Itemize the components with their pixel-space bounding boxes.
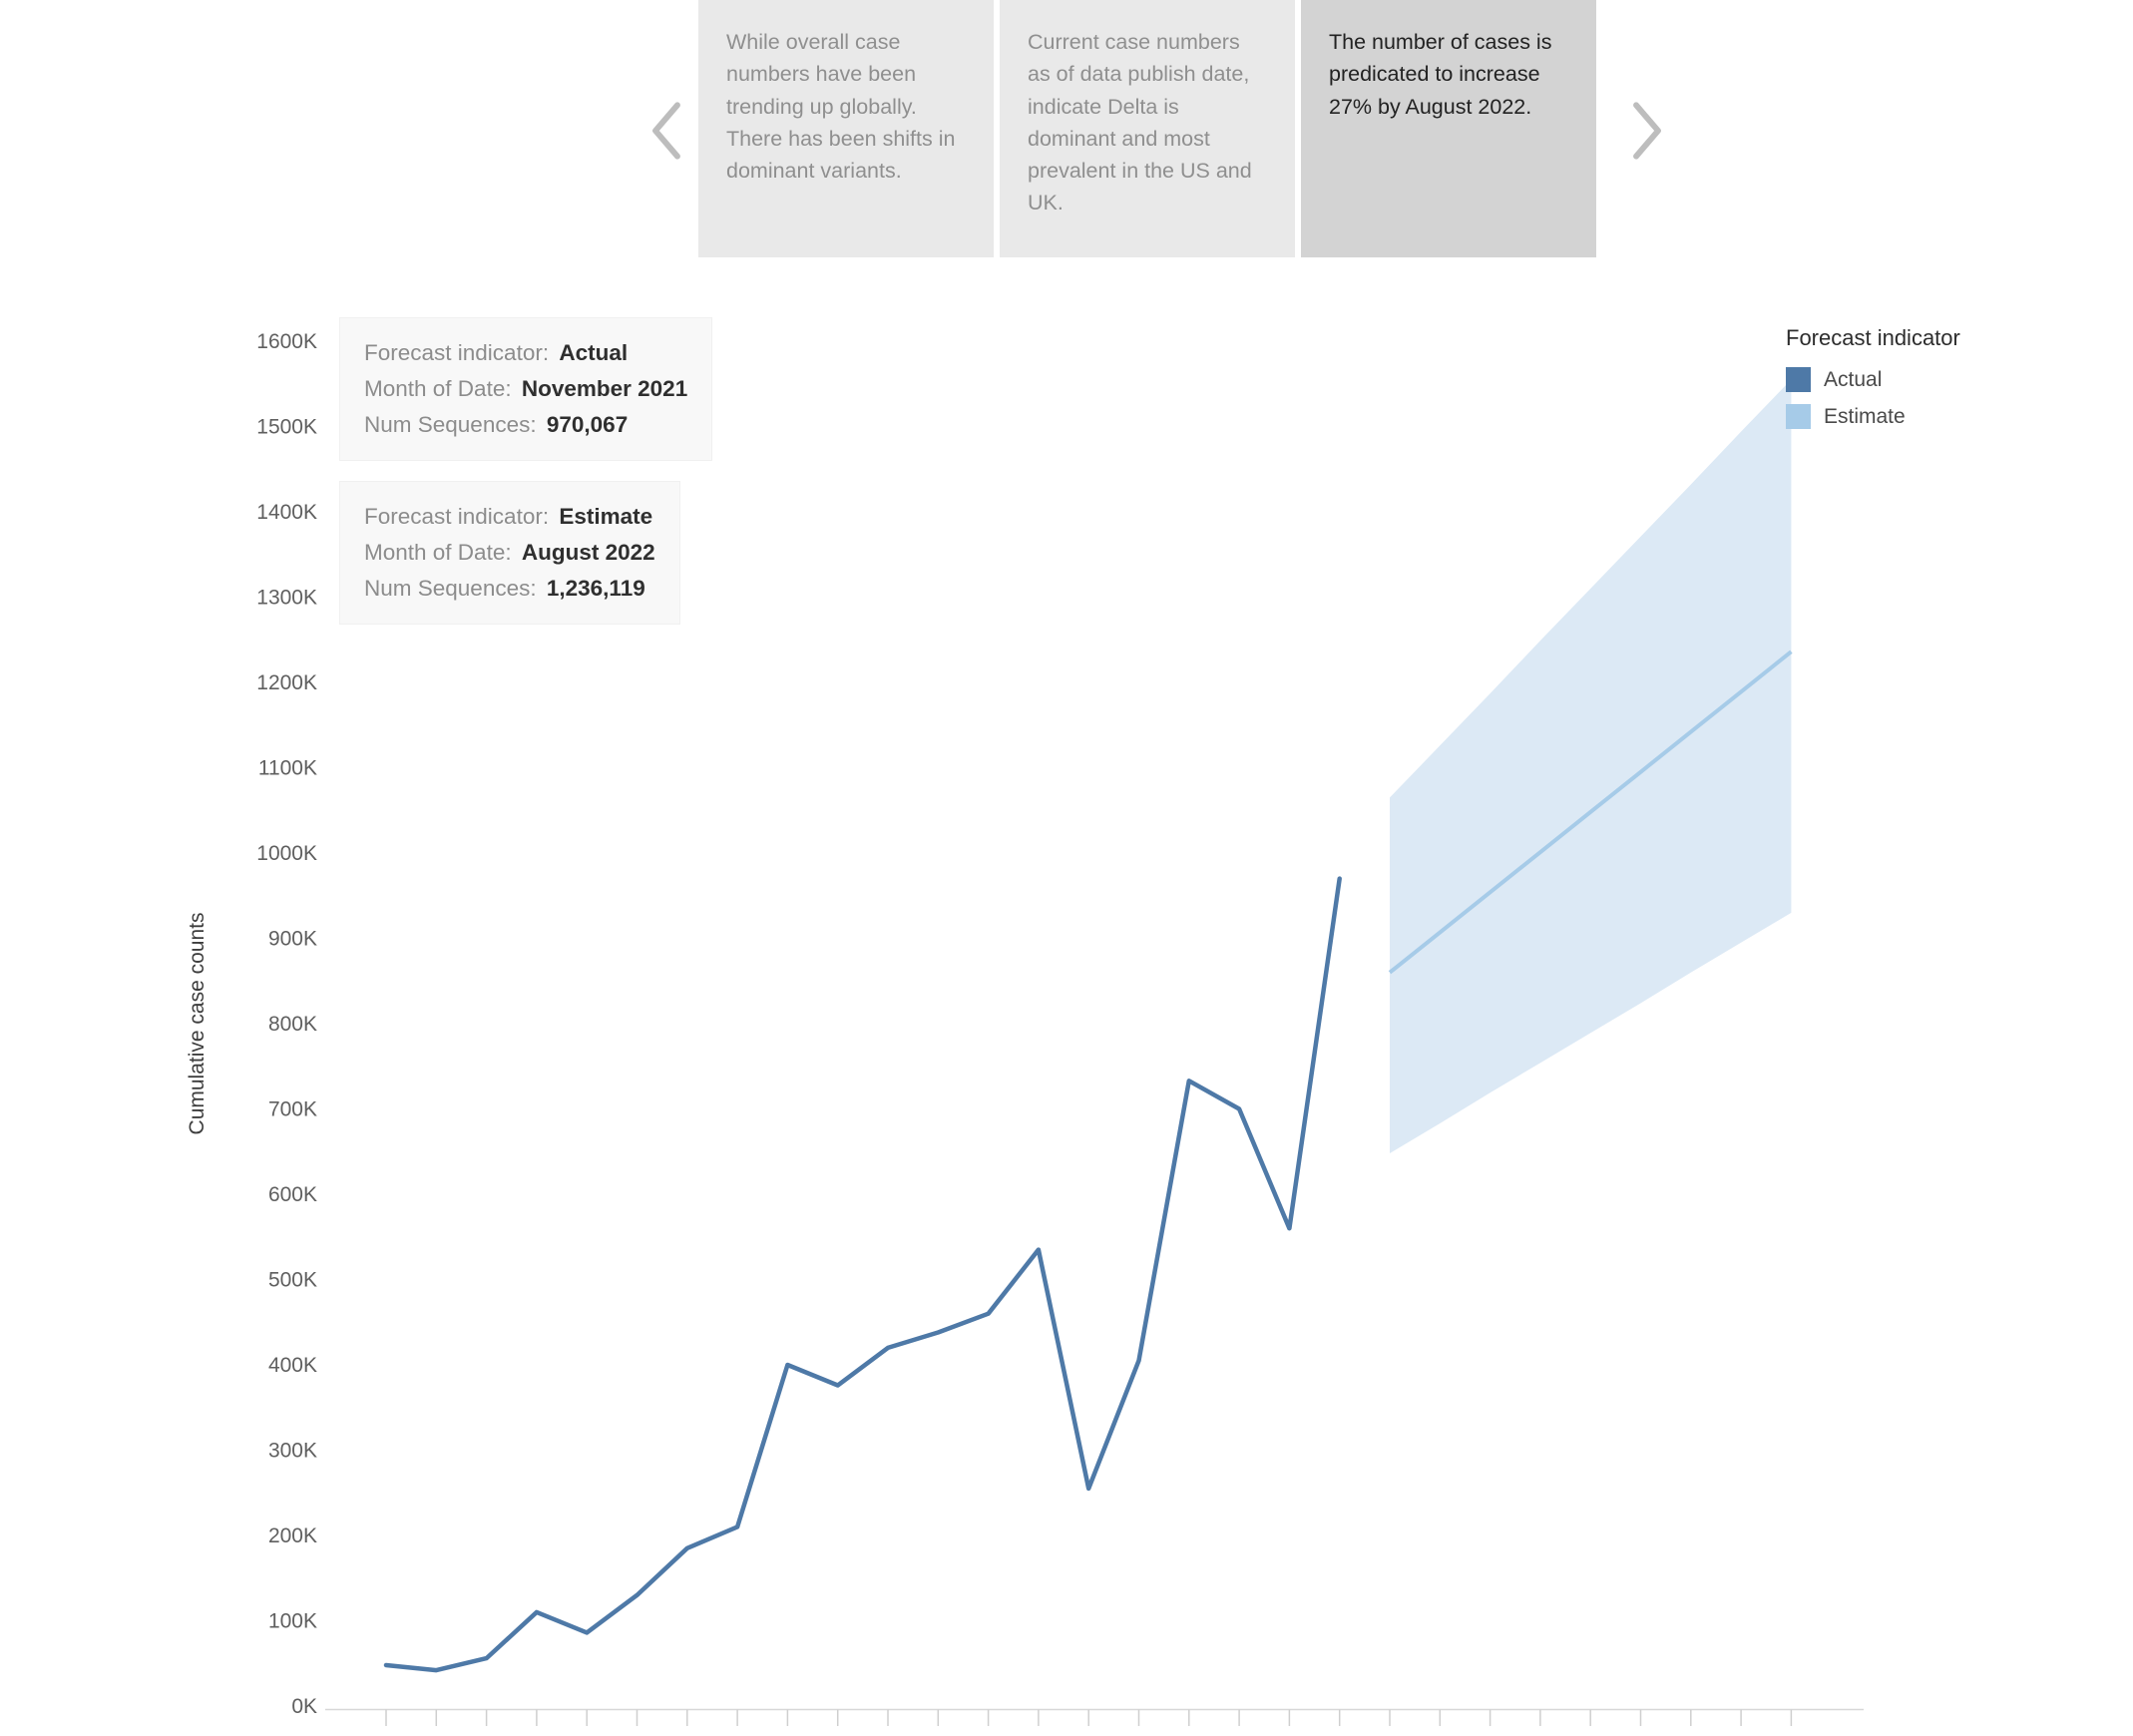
tooltip-value: August 2022 xyxy=(521,540,655,565)
tooltip-label: Num Sequences: xyxy=(364,412,537,437)
tooltip-label: Month of Date: xyxy=(364,540,512,565)
legend-item-estimate[interactable]: Estimate xyxy=(1786,404,1960,429)
svg-text:400K: 400K xyxy=(268,1354,317,1377)
svg-text:700K: 700K xyxy=(268,1098,317,1121)
tooltip-row: Month of Date: August 2022 xyxy=(364,535,655,571)
tooltip-label: Month of Date: xyxy=(364,376,512,401)
svg-text:800K: 800K xyxy=(268,1013,317,1036)
story-next-button[interactable] xyxy=(1624,98,1670,164)
story-card-3-selected[interactable]: The number of cases is predicated to inc… xyxy=(1301,0,1596,257)
tooltip-estimate: Forecast indicator: Estimate Month of Da… xyxy=(339,481,680,625)
svg-text:300K: 300K xyxy=(268,1440,317,1463)
svg-text:1100K: 1100K xyxy=(258,757,317,780)
actual-swatch-icon xyxy=(1786,367,1811,392)
story-card-1-text: While overall case numbers have been tre… xyxy=(726,30,956,183)
tooltip-value: 970,067 xyxy=(546,412,629,437)
tooltip-actual: Forecast indicator: Actual Month of Date… xyxy=(339,317,713,461)
y-axis-title: Cumulative case counts xyxy=(186,912,209,1135)
story-prev-button[interactable] xyxy=(643,98,689,164)
svg-text:1400K: 1400K xyxy=(256,501,317,524)
tooltip-row: Forecast indicator: Actual xyxy=(364,335,687,371)
legend-item-label: Actual xyxy=(1824,367,1883,391)
forecast-legend: Forecast indicator Actual Estimate xyxy=(1786,325,1960,441)
svg-text:600K: 600K xyxy=(268,1183,317,1206)
svg-text:200K: 200K xyxy=(268,1524,317,1547)
svg-text:1600K: 1600K xyxy=(256,330,317,353)
tooltip-row: Num Sequences: 970,067 xyxy=(364,407,687,443)
tooltip-label: Forecast indicator: xyxy=(364,504,550,529)
chevron-left-icon xyxy=(652,102,680,160)
svg-text:1300K: 1300K xyxy=(256,587,317,610)
tooltip-value: November 2021 xyxy=(521,376,688,401)
chevron-right-icon xyxy=(1633,102,1661,160)
svg-text:0K: 0K xyxy=(291,1695,317,1718)
svg-text:100K: 100K xyxy=(268,1610,317,1633)
tooltip-row: Num Sequences: 1,236,119 xyxy=(364,571,655,607)
tooltip-label: Forecast indicator: xyxy=(364,340,550,365)
story-card-3-text: The number of cases is predicated to inc… xyxy=(1329,30,1552,119)
svg-text:500K: 500K xyxy=(268,1269,317,1292)
tooltip-row: Month of Date: November 2021 xyxy=(364,371,687,407)
tooltip-value: Estimate xyxy=(559,504,653,529)
legend-title: Forecast indicator xyxy=(1786,325,1960,350)
story-card-1[interactable]: While overall case numbers have been tre… xyxy=(698,0,994,257)
story-card-2[interactable]: Current case numbers as of data publish … xyxy=(1000,0,1295,257)
legend-item-actual[interactable]: Actual xyxy=(1786,367,1960,392)
tooltip-value: Actual xyxy=(559,340,629,365)
svg-text:1000K: 1000K xyxy=(256,842,317,865)
svg-text:1500K: 1500K xyxy=(256,416,317,439)
legend-item-label: Estimate xyxy=(1824,404,1906,428)
svg-text:1200K: 1200K xyxy=(256,671,317,694)
tooltip-label: Num Sequences: xyxy=(364,576,537,601)
tooltip-value: 1,236,119 xyxy=(546,576,645,601)
tooltip-row: Forecast indicator: Estimate xyxy=(364,499,655,535)
story-card-2-text: Current case numbers as of data publish … xyxy=(1028,30,1252,216)
estimate-swatch-icon xyxy=(1786,404,1811,429)
svg-text:900K: 900K xyxy=(268,928,317,951)
